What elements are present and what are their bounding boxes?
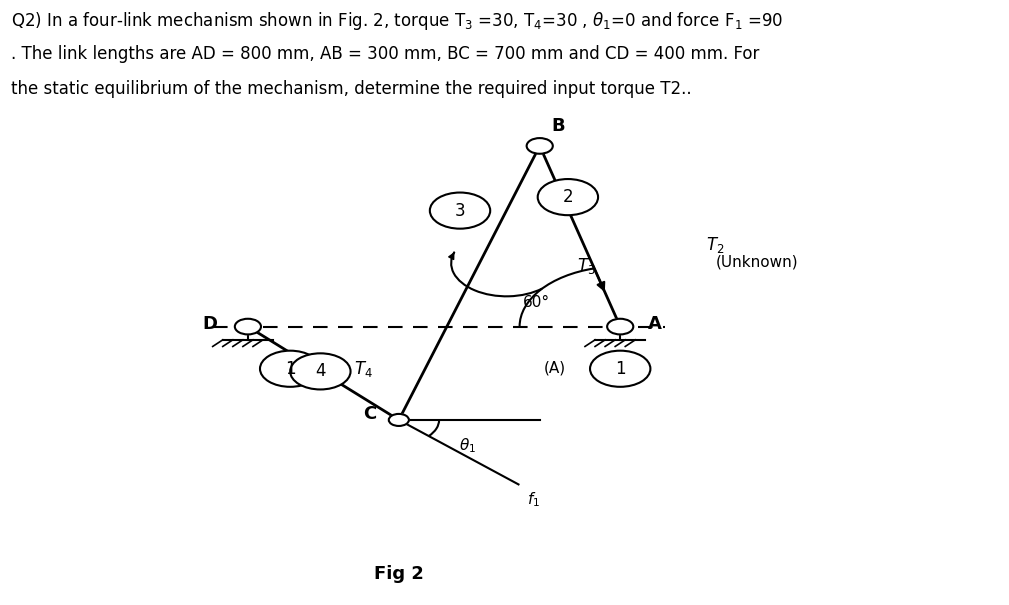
Circle shape: [388, 414, 409, 426]
Circle shape: [607, 319, 634, 335]
Text: $\mathit{T}_3$: $\mathit{T}_3$: [577, 256, 595, 276]
Circle shape: [538, 179, 598, 215]
Text: D: D: [203, 315, 218, 333]
Text: (A): (A): [544, 360, 566, 375]
Text: 1: 1: [614, 360, 626, 378]
Text: A: A: [649, 315, 662, 333]
Circle shape: [260, 351, 321, 387]
Text: 1: 1: [285, 360, 296, 378]
Text: the static equilibrium of the mechanism, determine the required input torque T2.: the static equilibrium of the mechanism,…: [11, 80, 692, 98]
Text: B: B: [552, 117, 565, 135]
Text: 3: 3: [455, 201, 465, 220]
Text: $\mathit{T}_2$: $\mathit{T}_2$: [705, 235, 724, 255]
Text: 4: 4: [315, 362, 326, 381]
Circle shape: [527, 138, 553, 154]
Text: $f_1$: $f_1$: [527, 491, 540, 509]
Circle shape: [430, 192, 490, 229]
Text: Fig 2: Fig 2: [374, 564, 424, 583]
Text: $\mathit{T}_4$: $\mathit{T}_4$: [353, 359, 372, 379]
Circle shape: [590, 351, 651, 387]
Text: . The link lengths are AD = 800 mm, AB = 300 mm, BC = 700 mm and CD = 400 mm. Fo: . The link lengths are AD = 800 mm, AB =…: [11, 45, 760, 64]
Text: 2: 2: [563, 188, 573, 206]
Circle shape: [235, 319, 261, 335]
Text: $\theta_1$: $\theta_1$: [459, 437, 476, 456]
Circle shape: [291, 353, 350, 390]
Text: C: C: [363, 405, 376, 423]
Text: 60°: 60°: [523, 295, 550, 310]
Text: Q2) In a four-link mechanism shown in Fig. 2, torque T$_3$ =30, T$_4$=30 , $\the: Q2) In a four-link mechanism shown in Fi…: [11, 10, 784, 33]
Text: (Unknown): (Unknown): [715, 254, 798, 269]
